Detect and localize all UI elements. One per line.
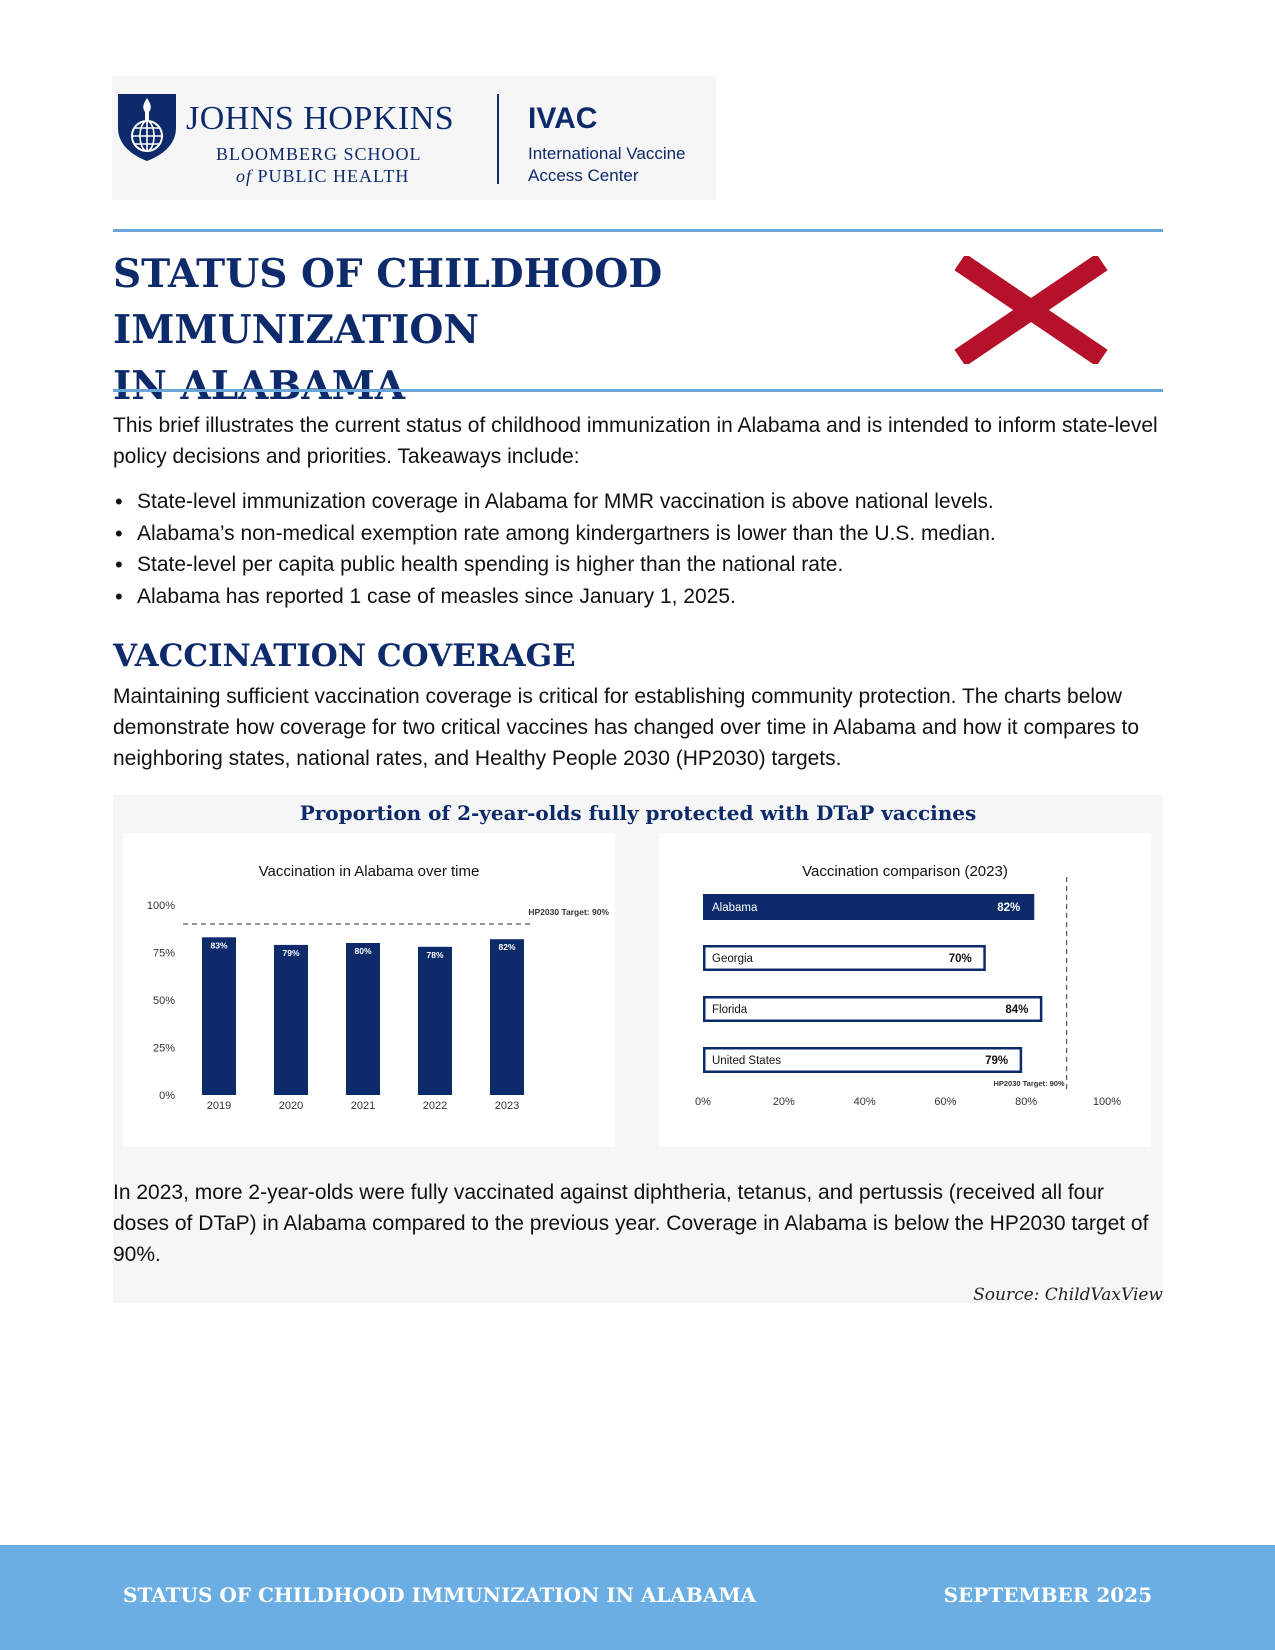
x-tick-label: 60% [934,1096,956,1108]
bar-category-label: Alabama [712,902,758,914]
page-title: STATUS OF CHILDHOOD IMMUNIZATION IN ALAB… [113,246,933,414]
bar-value-label: 80% [354,946,371,956]
bar-value-label: 78% [426,950,443,960]
bar [703,1047,1023,1073]
y-tick-label: 50% [153,995,175,1007]
bar [202,937,236,1095]
takeaway-item: Alabama has reported 1 case of measles s… [113,581,1163,613]
bar-value-label: 82% [498,942,515,952]
title-rule-top [113,229,1163,232]
bar-chart-comparison: 0% 20% 40% 60% 80% 100% HP2030 Target: 90% Alab… [695,877,1121,1108]
x-tick-label: 0% [695,1096,711,1108]
chart-card-over-time: 0% 25% 50% 75% 100% HP2030 Target: 90% 83% 2019… [123,833,615,1147]
bar-category-label: United States [712,1055,781,1067]
takeaways-list: State-level immunization coverage in Ala… [113,486,1163,612]
header-logo: JOHNS HOPKINS BLOOMBERG SCHOOL of PUBLIC… [112,76,716,200]
x-tick-label: 80% [1015,1096,1037,1108]
target-label: HP2030 Target: 90% [528,907,609,917]
x-tick-label: 2021 [351,1100,375,1112]
bar-value-label: 82% [997,902,1020,914]
y-tick-label: 0% [159,1090,175,1102]
bar [703,945,986,971]
footer-date: SEPTEMBER 2025 [943,1583,1152,1607]
x-tick-label: 2022 [423,1100,447,1112]
target-label: HP2030 Target: 90% [993,1079,1064,1088]
takeaway-item: State-level per capita public health spe… [113,549,1163,581]
chart-panel-title: Proportion of 2-year-olds fully protecte… [299,801,977,825]
chart-card-comparison: 0% 20% 40% 60% 80% 100% HP2030 Target: 90% Alab… [659,833,1151,1147]
chart-panel: Proportion of 2-year-olds fully protecte… [113,795,1163,1305]
bar-value-label: 84% [1005,1004,1028,1016]
bar [703,996,1043,1022]
center-name-line-2: Access Center [528,166,639,185]
x-tick-label: 100% [1093,1096,1121,1108]
bar [274,944,308,1095]
chart-summary-paragraph: In 2023, more 2-year-olds were fully vac… [113,1181,1149,1266]
bar-category-label: Georgia [712,953,754,965]
y-tick-label: 100% [147,900,175,912]
title-rule-bottom [113,389,1163,392]
logo-divider [497,94,499,184]
page-footer: STATUS OF CHILDHOOD IMMUNIZATION IN ALAB… [0,1545,1275,1650]
page-title-line-2: IN ALABAMA [113,363,406,409]
takeaway-item: State-level immunization coverage in Ala… [113,486,1163,518]
x-tick-label: 2019 [207,1100,231,1112]
bar-category-label: Florida [712,1004,748,1016]
section-heading: VACCINATION COVERAGE [113,638,576,674]
school-line-2-of: of [236,166,253,186]
org-name: JOHNS HOPKINS [186,100,455,137]
section-description: Maintaining sufficient vaccination cover… [113,685,1140,770]
bar-value-label: 83% [210,940,227,950]
chart-title: Vaccination comparison (2023) [802,863,1008,880]
page-title-line-1: STATUS OF CHILDHOOD IMMUNIZATION [113,251,663,353]
alabama-flag-saltire-icon [954,256,1108,364]
bar [418,946,452,1095]
intro-paragraph: This brief illustrates the current statu… [113,414,1158,468]
y-tick-label: 25% [153,1043,175,1055]
x-tick-label: 40% [854,1096,876,1108]
bar-value-label: 70% [949,953,972,965]
chart-title: Vaccination in Alabama over time [258,863,480,880]
y-tick-label: 75% [153,948,175,960]
x-tick-label: 20% [773,1096,795,1108]
bar [490,939,524,1095]
school-line-2: of PUBLIC HEALTH [236,166,409,187]
x-tick-label: 2020 [279,1100,303,1112]
bar [346,943,380,1095]
school-line-1: BLOOMBERG SCHOOL [216,144,422,164]
bar [703,894,1035,920]
center-name-line-1: International Vaccine [528,144,686,163]
footer-title: STATUS OF CHILDHOOD IMMUNIZATION IN ALAB… [123,1583,757,1607]
bar-chart-over-time: 0% 25% 50% 75% 100% HP2030 Target: 90% 83% 2019… [147,900,610,1112]
source-note: Source: ChildVaxView [973,1285,1163,1305]
shield-globe-torch-icon [118,94,176,161]
takeaway-item: Alabama’s non-medical exemption rate amo… [113,518,1163,550]
x-tick-label: 2023 [495,1100,519,1112]
bar-value-label: 79% [282,948,299,958]
center-acronym: IVAC [528,102,598,135]
bar-value-label: 79% [985,1055,1008,1067]
school-line-2-rest: PUBLIC HEALTH [252,166,410,186]
